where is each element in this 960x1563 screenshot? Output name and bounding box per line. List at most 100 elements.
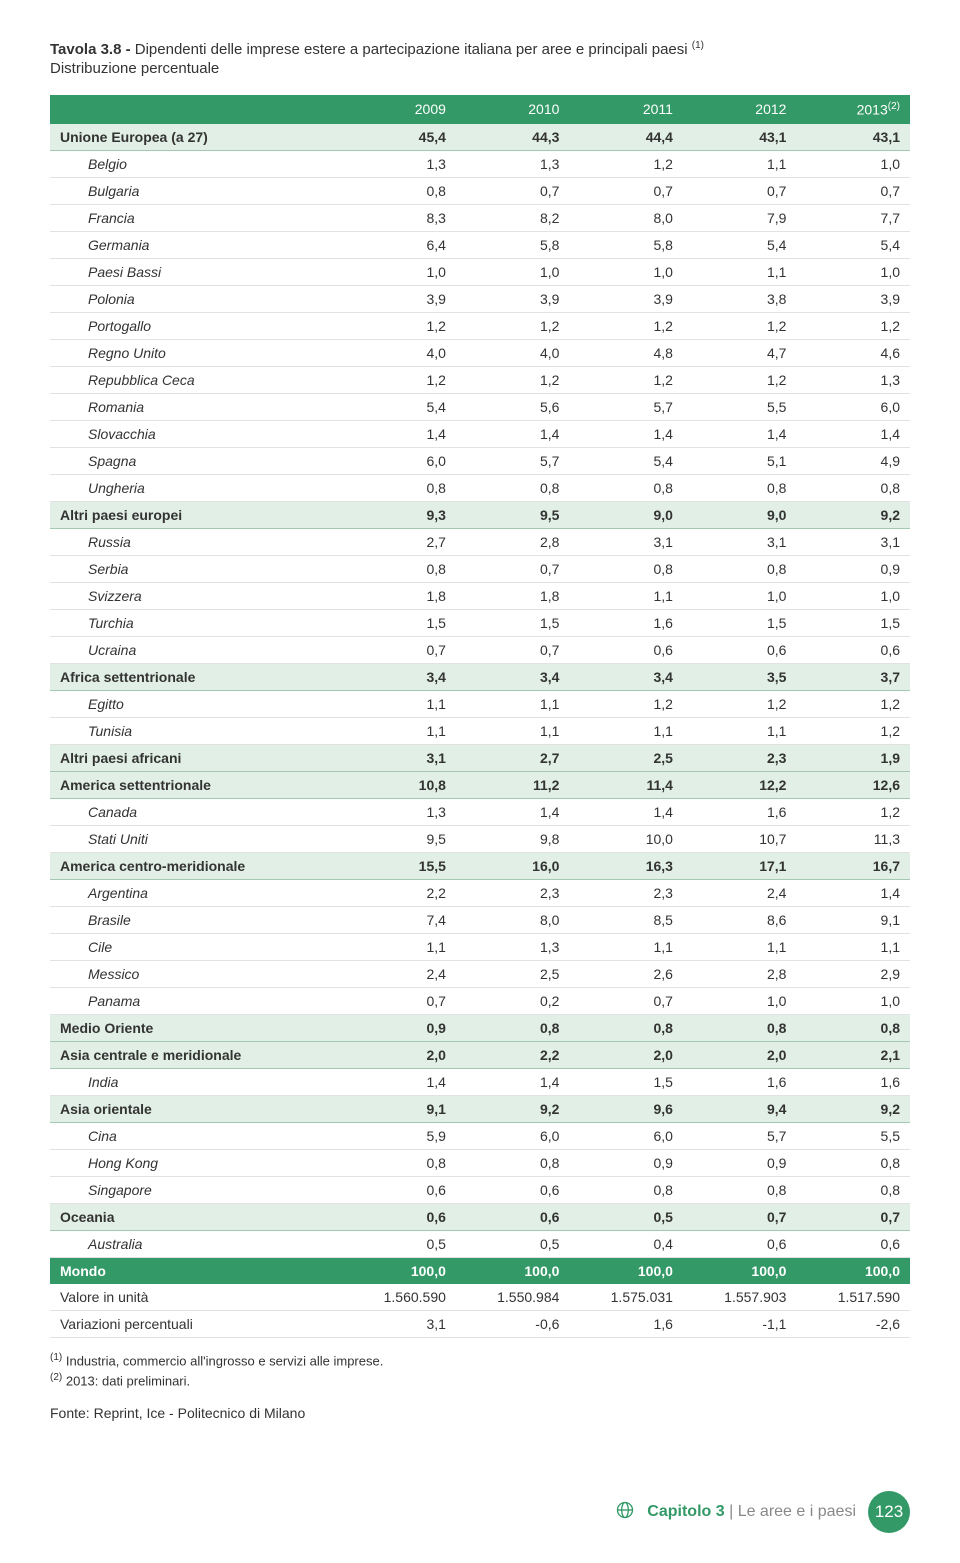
row-label: Cina bbox=[50, 1122, 342, 1149]
cell-value: 5,8 bbox=[569, 231, 683, 258]
table-row: Messico2,42,52,62,82,9 bbox=[50, 960, 910, 987]
row-label: Ungheria bbox=[50, 474, 342, 501]
table-body: Unione Europea (a 27)45,444,344,443,143,… bbox=[50, 124, 910, 1338]
cell-value: 0,8 bbox=[342, 555, 456, 582]
row-label: Egitto bbox=[50, 690, 342, 717]
cell-value: 5,8 bbox=[456, 231, 570, 258]
cell-value: 3,9 bbox=[569, 285, 683, 312]
cell-value: 0,8 bbox=[456, 474, 570, 501]
row-label: Panama bbox=[50, 987, 342, 1014]
cell-value: 1,2 bbox=[683, 366, 797, 393]
table-row: Ucraina0,70,70,60,60,6 bbox=[50, 636, 910, 663]
cell-value: 4,0 bbox=[342, 339, 456, 366]
cell-value: 7,7 bbox=[796, 204, 910, 231]
cell-value: 3,9 bbox=[456, 285, 570, 312]
source-line: Fonte: Reprint, Ice - Politecnico di Mil… bbox=[50, 1405, 910, 1421]
cell-value: 4,8 bbox=[569, 339, 683, 366]
cell-value: 5,5 bbox=[683, 393, 797, 420]
table-row: Russia2,72,83,13,13,1 bbox=[50, 528, 910, 555]
cell-value: 43,1 bbox=[796, 124, 910, 151]
cell-value: 9,2 bbox=[796, 1095, 910, 1122]
row-label: Medio Oriente bbox=[50, 1014, 342, 1041]
cell-value: 6,0 bbox=[342, 447, 456, 474]
table-row: Australia0,50,50,40,60,6 bbox=[50, 1230, 910, 1257]
table-row: Medio Oriente0,90,80,80,80,8 bbox=[50, 1014, 910, 1041]
cell-value: 44,3 bbox=[456, 124, 570, 151]
cell-value: 9,2 bbox=[456, 1095, 570, 1122]
cell-value: 1,3 bbox=[342, 798, 456, 825]
row-label: Cile bbox=[50, 933, 342, 960]
cell-value: 1,0 bbox=[569, 258, 683, 285]
row-label: Polonia bbox=[50, 285, 342, 312]
cell-value: 1,3 bbox=[456, 933, 570, 960]
col-2011: 2011 bbox=[569, 95, 683, 124]
data-table: 2009 2010 2011 2012 2013(2) Unione Europ… bbox=[50, 95, 910, 1338]
cell-value: -1,1 bbox=[683, 1310, 797, 1337]
cell-value: 2,0 bbox=[569, 1041, 683, 1068]
row-label: Slovacchia bbox=[50, 420, 342, 447]
cell-value: 6,4 bbox=[342, 231, 456, 258]
cell-value: 0,8 bbox=[683, 1014, 797, 1041]
table-row: Singapore0,60,60,80,80,8 bbox=[50, 1176, 910, 1203]
cell-value: 8,5 bbox=[569, 906, 683, 933]
cell-value: 1,6 bbox=[796, 1068, 910, 1095]
table-row: Germania6,45,85,85,45,4 bbox=[50, 231, 910, 258]
cell-value: 0,8 bbox=[683, 555, 797, 582]
cell-value: 3,9 bbox=[342, 285, 456, 312]
cell-value: 16,3 bbox=[569, 852, 683, 879]
table-row: Stati Uniti9,59,810,010,711,3 bbox=[50, 825, 910, 852]
row-label: Unione Europea (a 27) bbox=[50, 124, 342, 151]
cell-value: 1,4 bbox=[683, 420, 797, 447]
cell-value: 9,0 bbox=[683, 501, 797, 528]
cell-value: 1,0 bbox=[796, 258, 910, 285]
cell-value: 11,4 bbox=[569, 771, 683, 798]
cell-value: 0,8 bbox=[342, 1149, 456, 1176]
row-label: Bulgaria bbox=[50, 177, 342, 204]
cell-value: 9,2 bbox=[796, 501, 910, 528]
table-subtitle: Distribuzione percentuale bbox=[50, 60, 910, 77]
cell-value: 100,0 bbox=[796, 1257, 910, 1284]
cell-value: 5,9 bbox=[342, 1122, 456, 1149]
cell-value: 5,5 bbox=[796, 1122, 910, 1149]
cell-value: 3,4 bbox=[569, 663, 683, 690]
cell-value: 0,9 bbox=[683, 1149, 797, 1176]
cell-value: 3,1 bbox=[569, 528, 683, 555]
cell-value: 1,5 bbox=[796, 609, 910, 636]
cell-value: 0,5 bbox=[342, 1230, 456, 1257]
cell-value: 3,1 bbox=[342, 1310, 456, 1337]
cell-value: 1,4 bbox=[569, 798, 683, 825]
table-row: Africa settentrionale3,43,43,43,53,7 bbox=[50, 663, 910, 690]
cell-value: 5,6 bbox=[456, 393, 570, 420]
cell-value: 0,7 bbox=[796, 177, 910, 204]
table-row: Asia centrale e meridionale2,02,22,02,02… bbox=[50, 1041, 910, 1068]
cell-value: 9,8 bbox=[456, 825, 570, 852]
cell-value: 5,4 bbox=[683, 231, 797, 258]
cell-value: 1,4 bbox=[456, 1068, 570, 1095]
col-2009: 2009 bbox=[342, 95, 456, 124]
cell-value: 1.550.984 bbox=[456, 1284, 570, 1311]
cell-value: 6,0 bbox=[569, 1122, 683, 1149]
cell-value: 1,2 bbox=[456, 366, 570, 393]
cell-value: -0,6 bbox=[456, 1310, 570, 1337]
cell-value: 1,3 bbox=[796, 366, 910, 393]
row-label: Svizzera bbox=[50, 582, 342, 609]
cell-value: 12,6 bbox=[796, 771, 910, 798]
cell-value: 9,6 bbox=[569, 1095, 683, 1122]
cell-value: 1,9 bbox=[796, 744, 910, 771]
table-row: Cile1,11,31,11,11,1 bbox=[50, 933, 910, 960]
cell-value: 16,7 bbox=[796, 852, 910, 879]
row-label: Russia bbox=[50, 528, 342, 555]
cell-value: 0,6 bbox=[796, 636, 910, 663]
cell-value: 0,7 bbox=[796, 1203, 910, 1230]
cell-value: 0,7 bbox=[456, 636, 570, 663]
cell-value: 0,5 bbox=[569, 1203, 683, 1230]
row-label: Argentina bbox=[50, 879, 342, 906]
cell-value: 0,6 bbox=[456, 1203, 570, 1230]
table-row: Regno Unito4,04,04,84,74,6 bbox=[50, 339, 910, 366]
cell-value: 2,5 bbox=[456, 960, 570, 987]
row-label: Australia bbox=[50, 1230, 342, 1257]
table-row: Portogallo1,21,21,21,21,2 bbox=[50, 312, 910, 339]
cell-value: 100,0 bbox=[342, 1257, 456, 1284]
cell-value: 0,6 bbox=[342, 1176, 456, 1203]
table-row: Unione Europea (a 27)45,444,344,443,143,… bbox=[50, 124, 910, 151]
